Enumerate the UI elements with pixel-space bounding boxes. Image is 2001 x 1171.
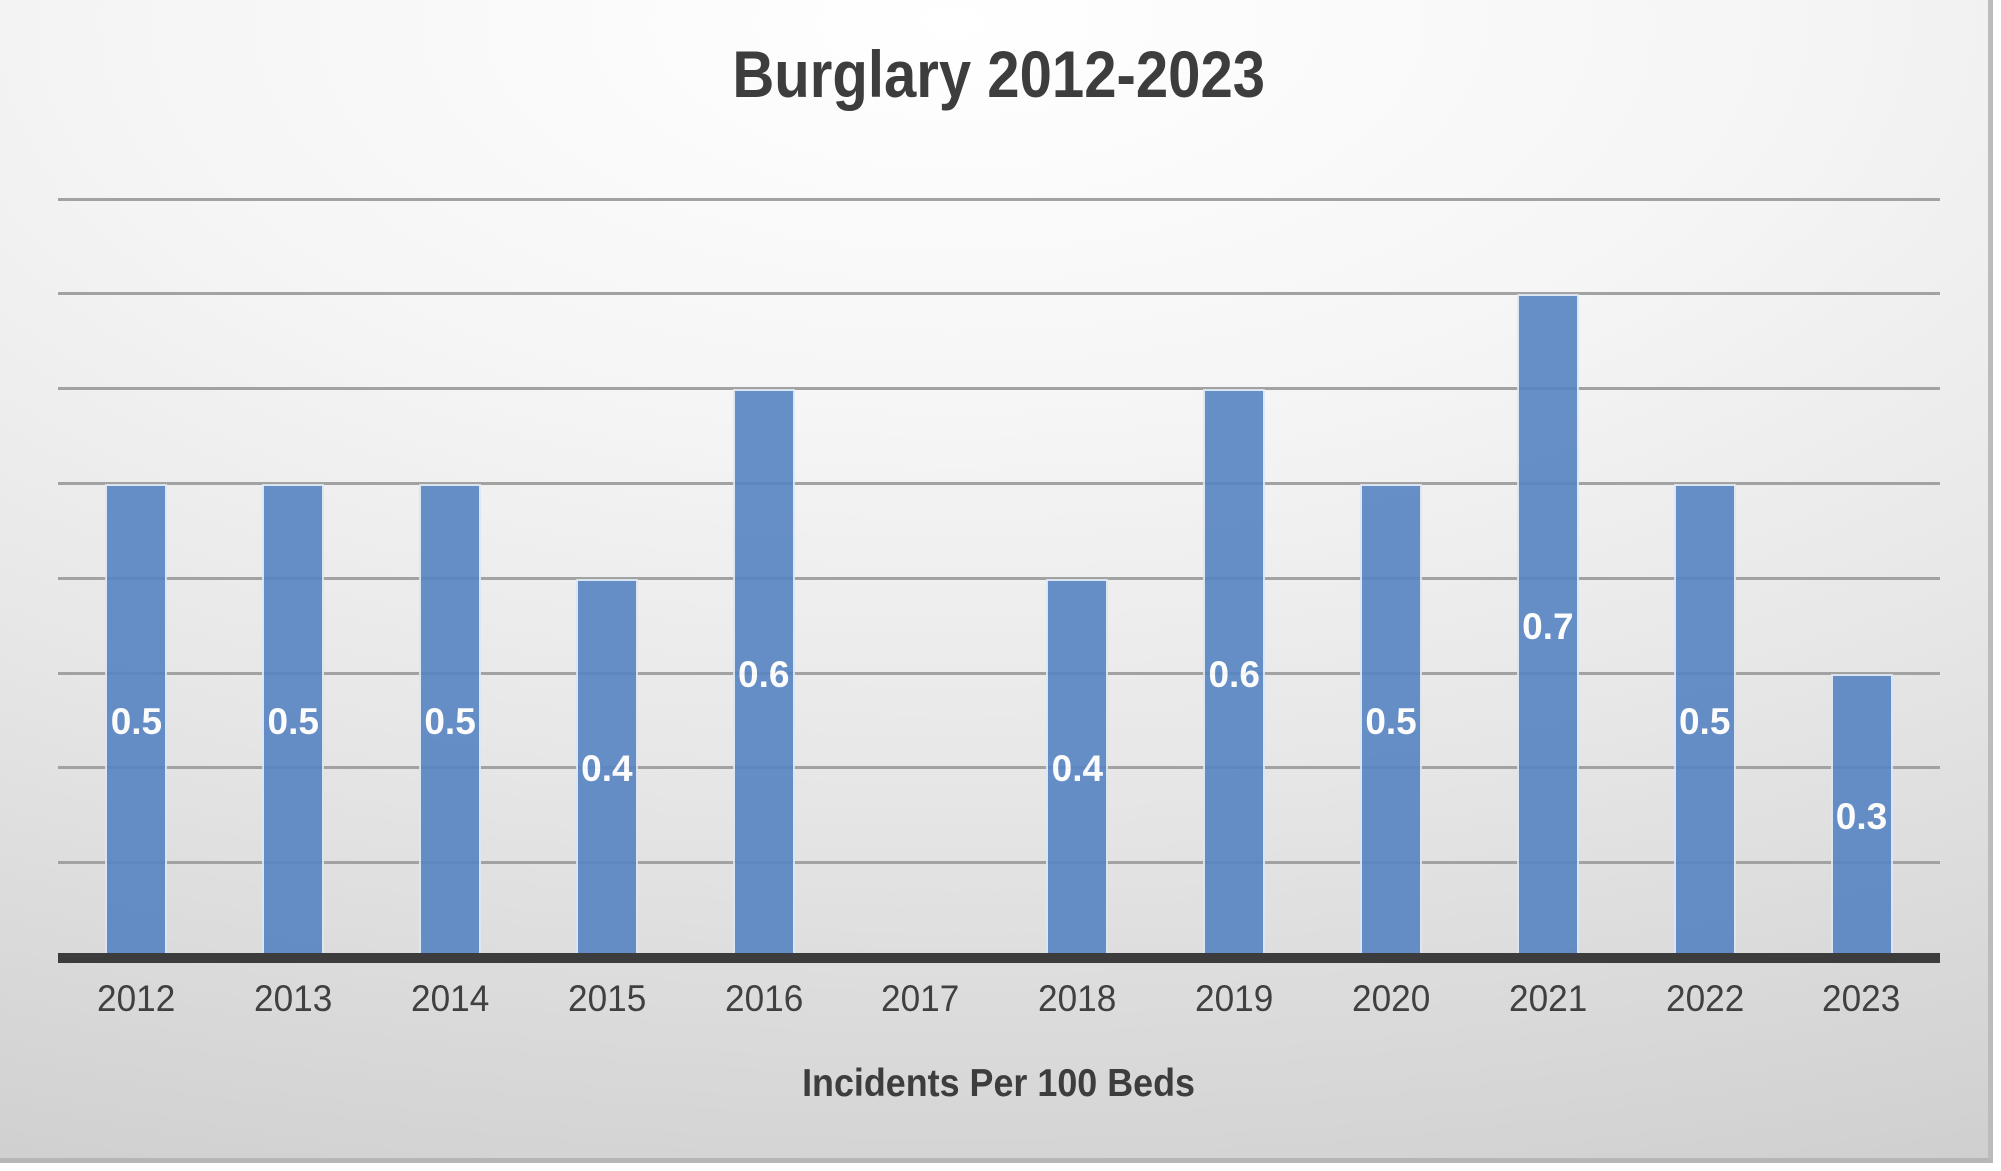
- bar-slot: 0.5: [215, 152, 372, 958]
- bar: 0.7: [1516, 294, 1579, 958]
- bar: 0.5: [419, 484, 482, 958]
- bar: 0.3: [1830, 673, 1893, 958]
- bar-value-label: 0.4: [1051, 748, 1104, 790]
- x-tick-label: 2014: [410, 978, 490, 1019]
- bar: 0.4: [575, 578, 638, 958]
- bar-slot: 0.6: [1156, 152, 1313, 958]
- x-tick-label: 2018: [1038, 978, 1117, 1019]
- x-axis-title-text: Incidents Per 100 Beds: [802, 1062, 1196, 1105]
- bar-value-label: 0.5: [1365, 701, 1417, 742]
- x-tick-label: 2015: [567, 978, 646, 1019]
- bar-value-label: 0.5: [110, 701, 163, 742]
- bar: 0.5: [105, 484, 168, 958]
- bar-slot: 0.5: [1313, 152, 1470, 958]
- bar-slot: 0.7: [1469, 152, 1626, 958]
- gridline: [58, 197, 1940, 201]
- gridline: [58, 861, 1940, 865]
- bar-slot: 0.5: [58, 152, 215, 958]
- gridline: [58, 482, 1940, 485]
- bar-value-label: 0.4: [581, 748, 633, 790]
- bar-slot: [842, 152, 999, 958]
- x-tick-label: 2021: [1508, 978, 1587, 1019]
- x-tick-label: 2012: [97, 978, 176, 1019]
- x-tick-label: 2023: [1822, 978, 1901, 1019]
- bar-value-label: 0.5: [424, 701, 476, 742]
- bar: 0.5: [262, 484, 325, 958]
- x-tick-label: 2013: [254, 978, 333, 1019]
- bar: 0.5: [1360, 484, 1423, 958]
- bars-row: 0.5 0.5 0.5 0.4 0.6 0.4 0.6 0.5 0.7 0.5 0.3: [58, 152, 1940, 958]
- bar-slot: 0.4: [528, 152, 685, 958]
- bar: 0.6: [1203, 389, 1266, 958]
- x-axis-tick-labels: 2012 2013 2014 2015 2016 2017 2018 2019 2020 2021…: [58, 978, 1940, 1020]
- bar: 0.5: [1673, 484, 1736, 958]
- x-tick-label: 2019: [1195, 978, 1274, 1019]
- x-tick-label: 2017: [881, 978, 960, 1019]
- bar-slot: 0.5: [1626, 152, 1783, 958]
- gridline: [58, 576, 1940, 580]
- x-tick-label: 2016: [724, 978, 803, 1019]
- bar-slot: 0.6: [685, 152, 842, 958]
- x-tick-label: 2020: [1351, 978, 1431, 1019]
- bar-value-label: 0.5: [1678, 701, 1731, 742]
- gridline: [58, 387, 1940, 391]
- gridline: [58, 671, 1940, 675]
- bar: 0.6: [732, 389, 795, 958]
- x-axis-title: Incidents Per 100 Beds: [58, 1062, 1940, 1106]
- bar-value-label: 0.6: [738, 653, 790, 695]
- x-tick-label: 2022: [1665, 978, 1744, 1019]
- chart-title: Burglary 2012-2023: [58, 36, 1940, 112]
- x-axis-line: [58, 953, 1940, 963]
- gridline: [58, 292, 1940, 296]
- bar-value-label: 0.5: [267, 701, 319, 742]
- bar-value-label: 0.6: [1208, 653, 1260, 695]
- plot-area: 0.5 0.5 0.5 0.4 0.6 0.4 0.6 0.5 0.7 0.5 0.3: [58, 152, 1940, 958]
- chart-title-text: Burglary 2012-2023: [732, 37, 1266, 111]
- bar-slot: 0.4: [999, 152, 1156, 958]
- bar-slot: 0.3: [1783, 152, 1940, 958]
- bar-slot: 0.5: [372, 152, 529, 958]
- bar: 0.4: [1046, 578, 1109, 958]
- bar-value-label: 0.7: [1522, 606, 1574, 648]
- bar-value-label: 0.3: [1835, 795, 1888, 837]
- gridline: [58, 766, 1940, 770]
